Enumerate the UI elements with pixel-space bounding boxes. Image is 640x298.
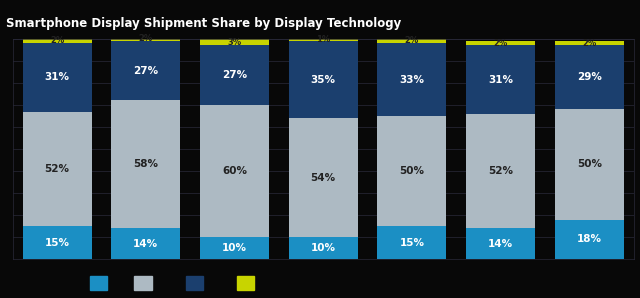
- Text: Smartphone Display Shipment Share by Display Technology: Smartphone Display Shipment Share by Dis…: [6, 17, 402, 30]
- Bar: [289, 118, 358, 237]
- Bar: [237, 276, 255, 290]
- Bar: [378, 43, 447, 116]
- Text: 14%: 14%: [133, 239, 158, 249]
- Text: 10%: 10%: [310, 243, 336, 253]
- Bar: [555, 109, 624, 220]
- Bar: [22, 43, 92, 111]
- Text: 50%: 50%: [577, 159, 602, 170]
- Text: 60%: 60%: [222, 166, 247, 176]
- Text: 35%: 35%: [310, 74, 336, 85]
- Bar: [22, 226, 92, 259]
- Bar: [111, 228, 180, 259]
- Text: 50%: 50%: [399, 166, 424, 176]
- Bar: [111, 41, 180, 100]
- Bar: [200, 105, 269, 237]
- Bar: [289, 237, 358, 259]
- Bar: [289, 39, 358, 41]
- Text: 14%: 14%: [488, 239, 513, 249]
- Bar: [134, 276, 152, 290]
- Text: 3%: 3%: [227, 38, 241, 46]
- Text: 1%: 1%: [316, 35, 330, 44]
- Bar: [378, 226, 447, 259]
- Bar: [555, 220, 624, 259]
- Bar: [200, 45, 269, 105]
- Text: 54%: 54%: [310, 173, 336, 183]
- Text: 2%: 2%: [493, 39, 508, 48]
- Text: 29%: 29%: [577, 72, 602, 82]
- Bar: [466, 41, 535, 45]
- Text: 2%: 2%: [139, 34, 153, 43]
- Bar: [466, 114, 535, 228]
- Bar: [22, 39, 92, 43]
- Bar: [22, 111, 92, 226]
- Bar: [186, 276, 204, 290]
- Bar: [466, 45, 535, 114]
- Text: 15%: 15%: [399, 238, 424, 248]
- Text: 2%: 2%: [50, 36, 64, 46]
- Text: 52%: 52%: [488, 166, 513, 176]
- Text: 31%: 31%: [45, 72, 70, 82]
- Text: 27%: 27%: [133, 66, 158, 76]
- Bar: [111, 37, 180, 41]
- Bar: [555, 45, 624, 109]
- Text: 33%: 33%: [399, 74, 424, 85]
- Bar: [555, 41, 624, 45]
- Text: 52%: 52%: [45, 164, 70, 174]
- Text: 2%: 2%: [404, 36, 419, 46]
- Text: 58%: 58%: [133, 159, 158, 170]
- Bar: [111, 100, 180, 228]
- Text: 31%: 31%: [488, 74, 513, 85]
- Text: 15%: 15%: [45, 238, 70, 248]
- Text: 27%: 27%: [222, 70, 247, 80]
- Bar: [200, 237, 269, 259]
- Bar: [378, 39, 447, 43]
- Text: 10%: 10%: [222, 243, 247, 253]
- Bar: [466, 228, 535, 259]
- Bar: [378, 116, 447, 226]
- Bar: [200, 39, 269, 45]
- Text: 18%: 18%: [577, 235, 602, 244]
- Bar: [90, 276, 107, 290]
- Bar: [289, 41, 358, 118]
- Text: 2%: 2%: [582, 39, 596, 48]
